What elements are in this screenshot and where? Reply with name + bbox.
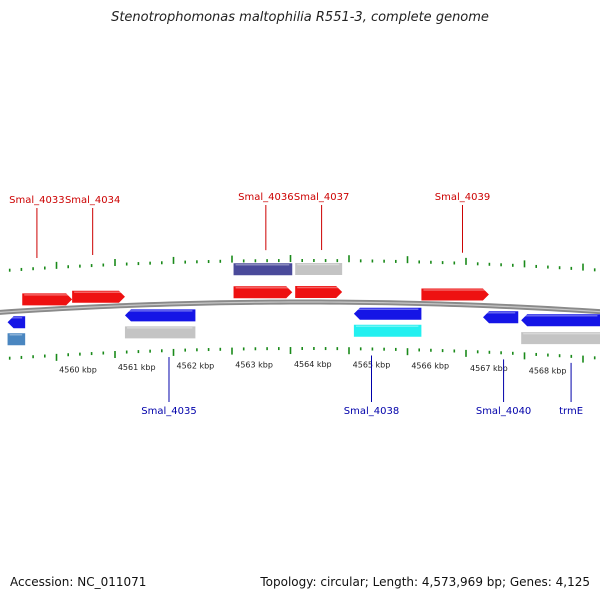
backbone-track xyxy=(0,299,600,315)
tick-label-6: 4566 kbp xyxy=(411,362,449,371)
gene-feature-14 xyxy=(124,326,196,339)
gene-feature-4 xyxy=(421,288,489,301)
gene-feature-3 xyxy=(295,286,343,299)
gene-feature-7 xyxy=(7,316,26,329)
tick-label-7: 4567 kbp xyxy=(470,364,508,373)
gene-feature-1 xyxy=(72,290,125,303)
map-title: Stenotrophomonas maltophilia R551-3, com… xyxy=(111,10,489,25)
tick-label-2: 4562 kbp xyxy=(177,361,215,370)
gene-label-6: Smal_4038 xyxy=(344,406,399,417)
gene-feature-2 xyxy=(233,286,293,299)
gene-feature-5 xyxy=(233,263,293,276)
gene-feature-15 xyxy=(353,324,422,337)
gene-label-3: Smal_4037 xyxy=(294,192,349,203)
gene-label-1: Smal_4034 xyxy=(65,195,120,206)
backbone-highlight xyxy=(0,301,600,313)
tick-label-1: 4561 kbp xyxy=(118,363,156,372)
gene-label-0: Smal_4033 xyxy=(9,195,64,206)
gene-label-7: Smal_4040 xyxy=(476,406,531,417)
gene-feature-16 xyxy=(521,332,600,345)
gene-feature-6 xyxy=(295,263,343,276)
tick-label-4: 4564 kbp xyxy=(294,360,332,369)
tick-label-3: 4563 kbp xyxy=(235,360,273,369)
gene-label-2: Smal_4036 xyxy=(238,192,293,203)
gene-feature-13 xyxy=(7,333,26,346)
gene-feature-0 xyxy=(22,293,73,306)
gene-label-8: trmE xyxy=(559,406,583,417)
gene-feature-8 xyxy=(124,309,196,322)
gene-features xyxy=(7,263,600,346)
accession-text: Accession: NC_011071 xyxy=(10,575,147,589)
gene-label-4: Smal_4039 xyxy=(435,192,490,203)
gene-feature-10 xyxy=(483,311,519,324)
tick-label-8: 4568 kbp xyxy=(529,367,567,376)
tick-label-0: 4560 kbp xyxy=(59,366,97,375)
gene-feature-9 xyxy=(353,307,422,320)
gene-labels: Smal_4033 Smal_4034 Smal_4036 Smal_4037 Smal… xyxy=(9,192,583,417)
gene-label-5: Smal_4035 xyxy=(141,406,196,417)
genome-summary-text: Topology: circular; Length: 4,573,969 bp… xyxy=(260,575,590,589)
gene-feature-11 xyxy=(521,314,600,327)
